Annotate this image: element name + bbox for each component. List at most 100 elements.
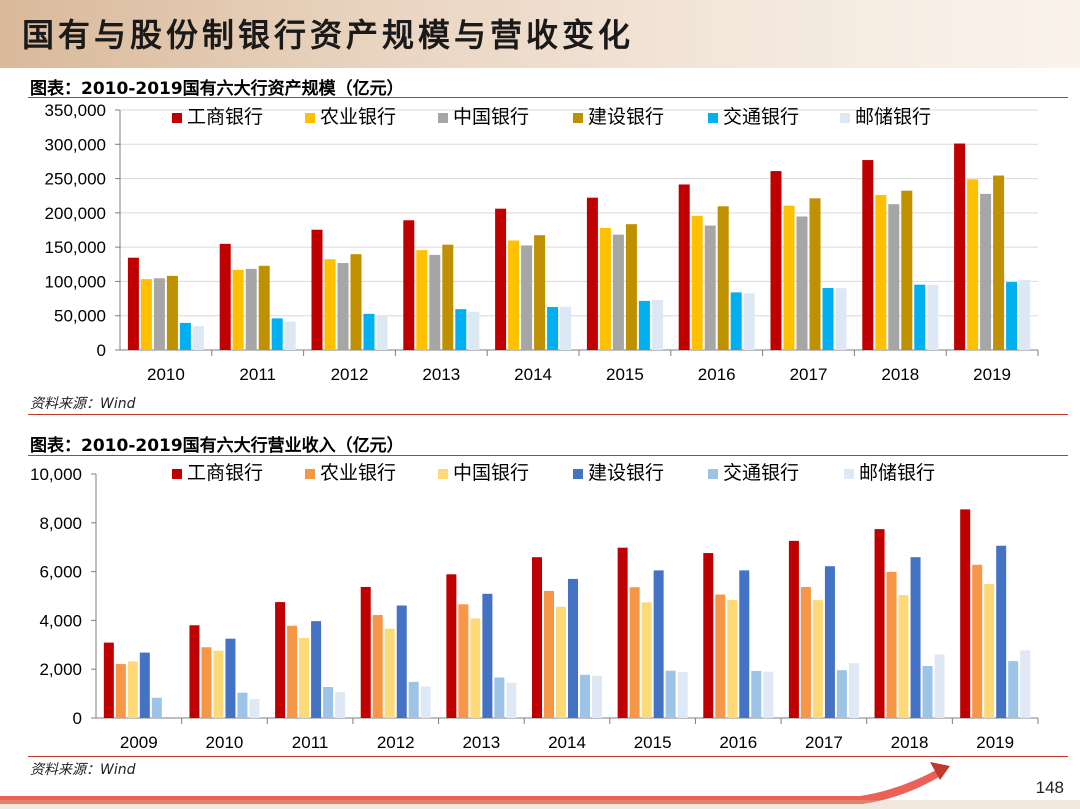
chart2-heading: 图表：2010-2019国有六大行营业收入（亿元）	[30, 436, 404, 456]
bar	[980, 193, 992, 350]
x-tick-label: 2011	[239, 365, 276, 384]
x-tick-label: 2014	[514, 365, 552, 384]
bar	[727, 599, 738, 718]
bar	[335, 692, 346, 718]
bar	[922, 666, 933, 718]
bar	[1008, 661, 1019, 718]
bar	[396, 605, 407, 718]
bar	[192, 326, 204, 350]
legend-label: 建设银行	[588, 106, 664, 128]
bar	[586, 197, 598, 350]
bar	[429, 254, 441, 350]
bar	[984, 584, 995, 718]
bar	[446, 574, 457, 718]
legend-label: 建设银行	[588, 462, 664, 484]
bar	[468, 311, 480, 350]
chart1-source: 资料来源：Wind	[30, 396, 136, 412]
legend-label: 邮储银行	[859, 462, 935, 484]
y-tick-label: 50,000	[54, 307, 106, 326]
y-tick-label: 0	[97, 341, 106, 360]
x-tick-label: 2017	[790, 365, 828, 384]
x-tick-label: 2013	[462, 733, 500, 752]
y-tick-label: 350,000	[45, 101, 106, 120]
bar	[788, 540, 799, 718]
bar	[403, 220, 415, 350]
bar	[470, 618, 481, 718]
bar	[532, 557, 542, 718]
bar	[560, 306, 572, 350]
bar	[458, 604, 469, 718]
bar	[442, 244, 454, 350]
bar	[258, 265, 270, 350]
bar	[287, 625, 298, 718]
bar	[1020, 650, 1031, 718]
bar	[824, 566, 835, 718]
legend-swatch	[708, 469, 718, 479]
bar	[189, 625, 200, 718]
legend-label: 中国银行	[453, 106, 529, 128]
bar	[625, 224, 637, 350]
chart2-source: 资料来源：Wind	[30, 762, 136, 778]
bar	[960, 509, 971, 718]
bar	[166, 275, 178, 350]
bar	[225, 638, 236, 718]
bar	[556, 606, 566, 718]
bar	[910, 557, 921, 718]
legend-swatch	[573, 113, 583, 123]
bar	[337, 263, 349, 350]
bar	[384, 628, 395, 718]
x-tick-label: 2011	[292, 733, 329, 752]
legend-swatch	[172, 113, 182, 123]
bar	[898, 595, 909, 718]
bar	[544, 590, 554, 718]
bar	[324, 259, 336, 350]
bar	[360, 586, 371, 718]
bar	[213, 650, 224, 718]
y-tick-label: 250,000	[45, 170, 106, 189]
x-tick-label: 2012	[377, 733, 415, 752]
bar	[730, 292, 742, 350]
bar	[678, 184, 690, 350]
bar	[677, 672, 688, 718]
bar	[284, 321, 296, 350]
legend-swatch	[840, 113, 850, 123]
bar	[115, 664, 126, 718]
legend-label: 中国银行	[453, 462, 529, 484]
x-tick-label: 2014	[548, 733, 586, 752]
bar	[237, 692, 248, 718]
bar	[763, 671, 774, 718]
y-tick-label: 6,000	[39, 563, 82, 582]
legend-swatch	[305, 469, 315, 479]
bar	[888, 204, 900, 350]
page-number: 148	[1035, 778, 1064, 797]
chart2-title-rule	[28, 455, 1068, 456]
bar	[311, 621, 322, 718]
legend-swatch	[305, 113, 315, 123]
bar	[914, 284, 926, 350]
bar	[151, 697, 162, 718]
bar	[862, 160, 874, 350]
bar	[641, 602, 652, 718]
bar	[651, 300, 663, 350]
bar	[901, 190, 913, 350]
bar	[812, 600, 823, 718]
y-tick-label: 8,000	[39, 514, 82, 533]
bar	[629, 587, 640, 718]
operating-income-chart: 0 2,000 4,000 6,000 8,000 10,000 2009 2010 2011 2…	[30, 462, 1039, 752]
bar	[809, 198, 821, 350]
bar	[232, 269, 244, 350]
bar	[638, 300, 650, 350]
bar	[972, 564, 983, 718]
bar	[617, 547, 628, 718]
legend-swatch	[438, 113, 448, 123]
bar	[800, 586, 811, 718]
bar	[875, 194, 887, 350]
bar	[783, 205, 795, 350]
bar	[534, 235, 546, 350]
bar	[665, 670, 676, 718]
x-tick-label: 2010	[206, 733, 244, 752]
bar	[927, 284, 939, 350]
bar	[704, 225, 716, 350]
bar	[691, 215, 703, 350]
bar	[612, 234, 624, 350]
